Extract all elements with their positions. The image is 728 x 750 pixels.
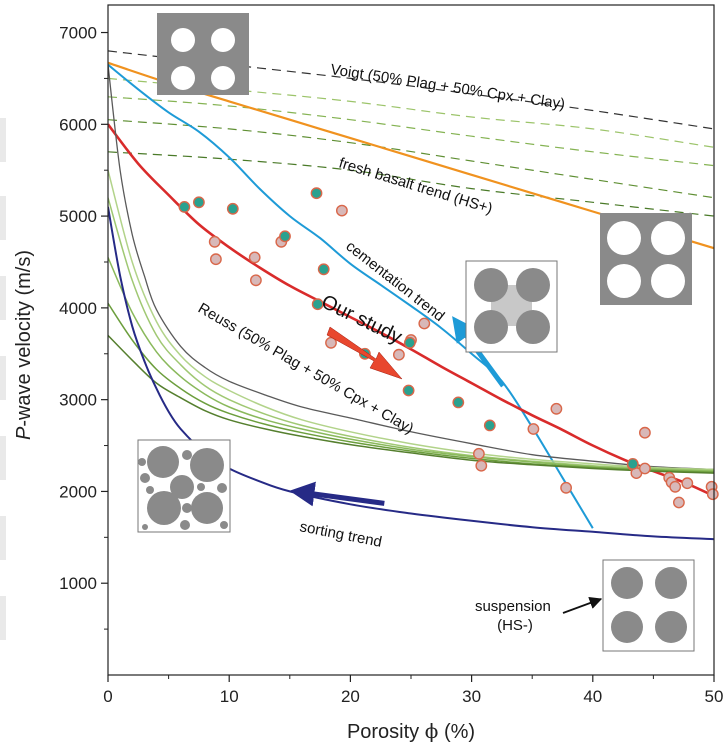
- voigt-label: Voigt (50% Plag + 50% Cpx + Clay): [329, 61, 566, 113]
- data-point-pink: [669, 480, 682, 493]
- data-point-pink: [639, 426, 651, 439]
- schematic-poorly-sorted-grains: [137, 439, 231, 533]
- data-point-teal: [626, 457, 639, 470]
- x-tick-label: 20: [341, 687, 360, 706]
- sorting-trend-arrow: [289, 481, 385, 507]
- data-point-teal: [402, 384, 415, 397]
- series-layer: [108, 50, 714, 541]
- our-study-arrow: [326, 326, 403, 380]
- series-line-cementation: [108, 63, 594, 529]
- data-point-pink: [472, 447, 485, 460]
- data-point-pink: [325, 336, 337, 349]
- x-tick-label: 0: [103, 687, 112, 706]
- data-point-pink: [681, 477, 694, 490]
- page-edge-marks: [0, 118, 6, 640]
- series-line-hs-upper-4: [108, 151, 714, 217]
- x-axis-label: Porosity ϕ (%): [347, 719, 475, 743]
- data-point-pink: [527, 423, 540, 435]
- x-tick-label: 10: [220, 687, 239, 706]
- data-point-teal: [178, 200, 191, 213]
- data-point-teal: [226, 202, 239, 215]
- series-line-reuss: [108, 64, 714, 471]
- y-tick-label: 4000: [59, 299, 97, 318]
- series-line-hs-upper-3: [108, 119, 714, 199]
- data-point-pink: [209, 253, 222, 266]
- schematic-suspension: [602, 559, 695, 652]
- data-point-pink: [706, 488, 719, 501]
- data-point-pink: [418, 317, 431, 330]
- y-axis-label: P-wave velocity (m/s): [13, 250, 35, 440]
- suspension-label: suspension (HS-): [475, 598, 555, 634]
- data-point-pink: [249, 274, 262, 287]
- data-point-teal: [310, 187, 323, 200]
- data-point-pink: [639, 462, 651, 475]
- series-line-sorting: [108, 206, 714, 541]
- series-line-reuss-family-3: [108, 257, 714, 472]
- y-tick-label: 3000: [59, 391, 97, 410]
- data-point-pink: [208, 235, 221, 248]
- data-point-teal: [452, 396, 465, 409]
- y-tick-label: 6000: [59, 115, 97, 134]
- x-tick-label: 30: [462, 687, 481, 706]
- fresh-basalt-label: fresh basalt trend (HS+): [337, 155, 495, 218]
- data-point-pink: [550, 402, 563, 415]
- series-line-reuss-family-2: [108, 197, 714, 472]
- series-line-hs-upper-2: [108, 96, 714, 167]
- data-point-teal: [483, 419, 496, 432]
- axis-ticks: 0 10 20 30 40 50 1000 2000 3000 4000 5000 6000 7000: [59, 24, 723, 706]
- series-line-reuss-family-4: [108, 302, 714, 473]
- data-point-teal: [403, 336, 416, 349]
- data-point-pink: [392, 348, 405, 361]
- schematic-cubic-pack-small-pores: [157, 13, 249, 95]
- sorting-label: sorting trend: [298, 518, 383, 551]
- x-tick-label: 50: [705, 687, 724, 706]
- suspension-pointer-arrow: [562, 597, 603, 614]
- y-tick-label: 1000: [59, 574, 97, 593]
- data-point-pink: [248, 251, 261, 264]
- data-point-pink: [475, 459, 488, 472]
- y-tick-label: 7000: [59, 24, 97, 43]
- y-tick-label: 5000: [59, 207, 97, 226]
- data-point-teal: [192, 196, 205, 209]
- schematic-cubic-pack-large-pores: [600, 213, 692, 305]
- series-line-reuss-family-1: [108, 170, 714, 471]
- series-line-reuss-family-5: [108, 334, 714, 474]
- data-point-teal: [317, 263, 330, 276]
- data-point-teal: [279, 230, 291, 243]
- data-point-teal: [311, 298, 324, 311]
- schematic-cemented-grains: [465, 260, 558, 353]
- data-point-pink: [335, 204, 348, 217]
- y-tick-label: 2000: [59, 482, 97, 501]
- data-point-pink: [673, 496, 685, 509]
- data-point-pink: [560, 481, 572, 494]
- x-tick-label: 40: [583, 687, 602, 706]
- series-line-our-study-trend: [108, 123, 714, 498]
